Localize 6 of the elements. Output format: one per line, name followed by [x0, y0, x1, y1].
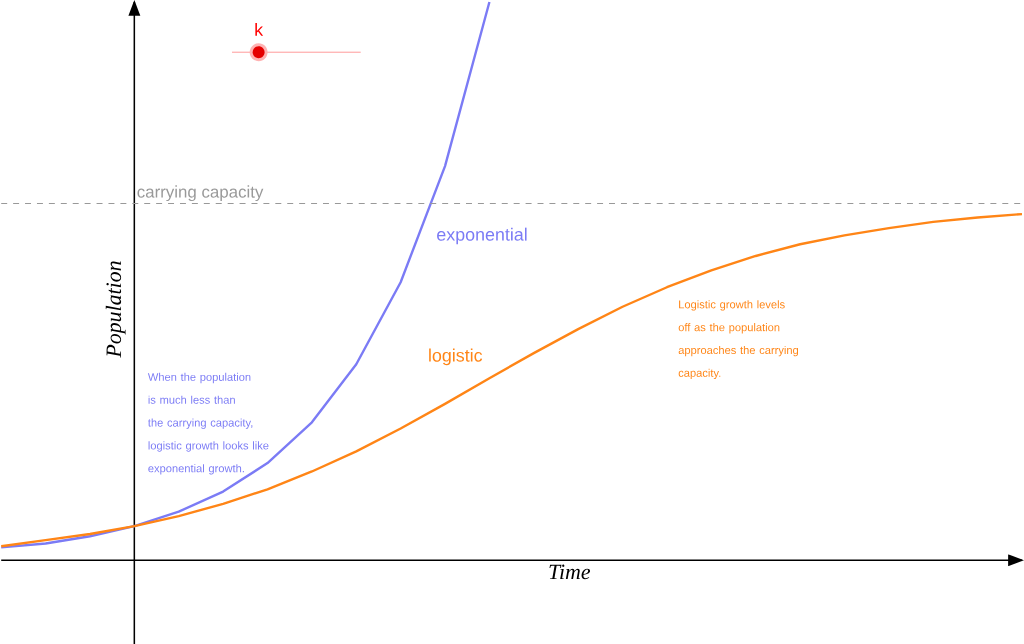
series-label: exponential	[437, 227, 527, 244]
ref-line-label: carrying capacity	[137, 184, 264, 201]
series-label: logistic	[429, 348, 483, 365]
x-axis-title: Time	[549, 564, 591, 579]
y-axis-title: Population	[105, 260, 126, 358]
annotation: k	[255, 22, 264, 36]
